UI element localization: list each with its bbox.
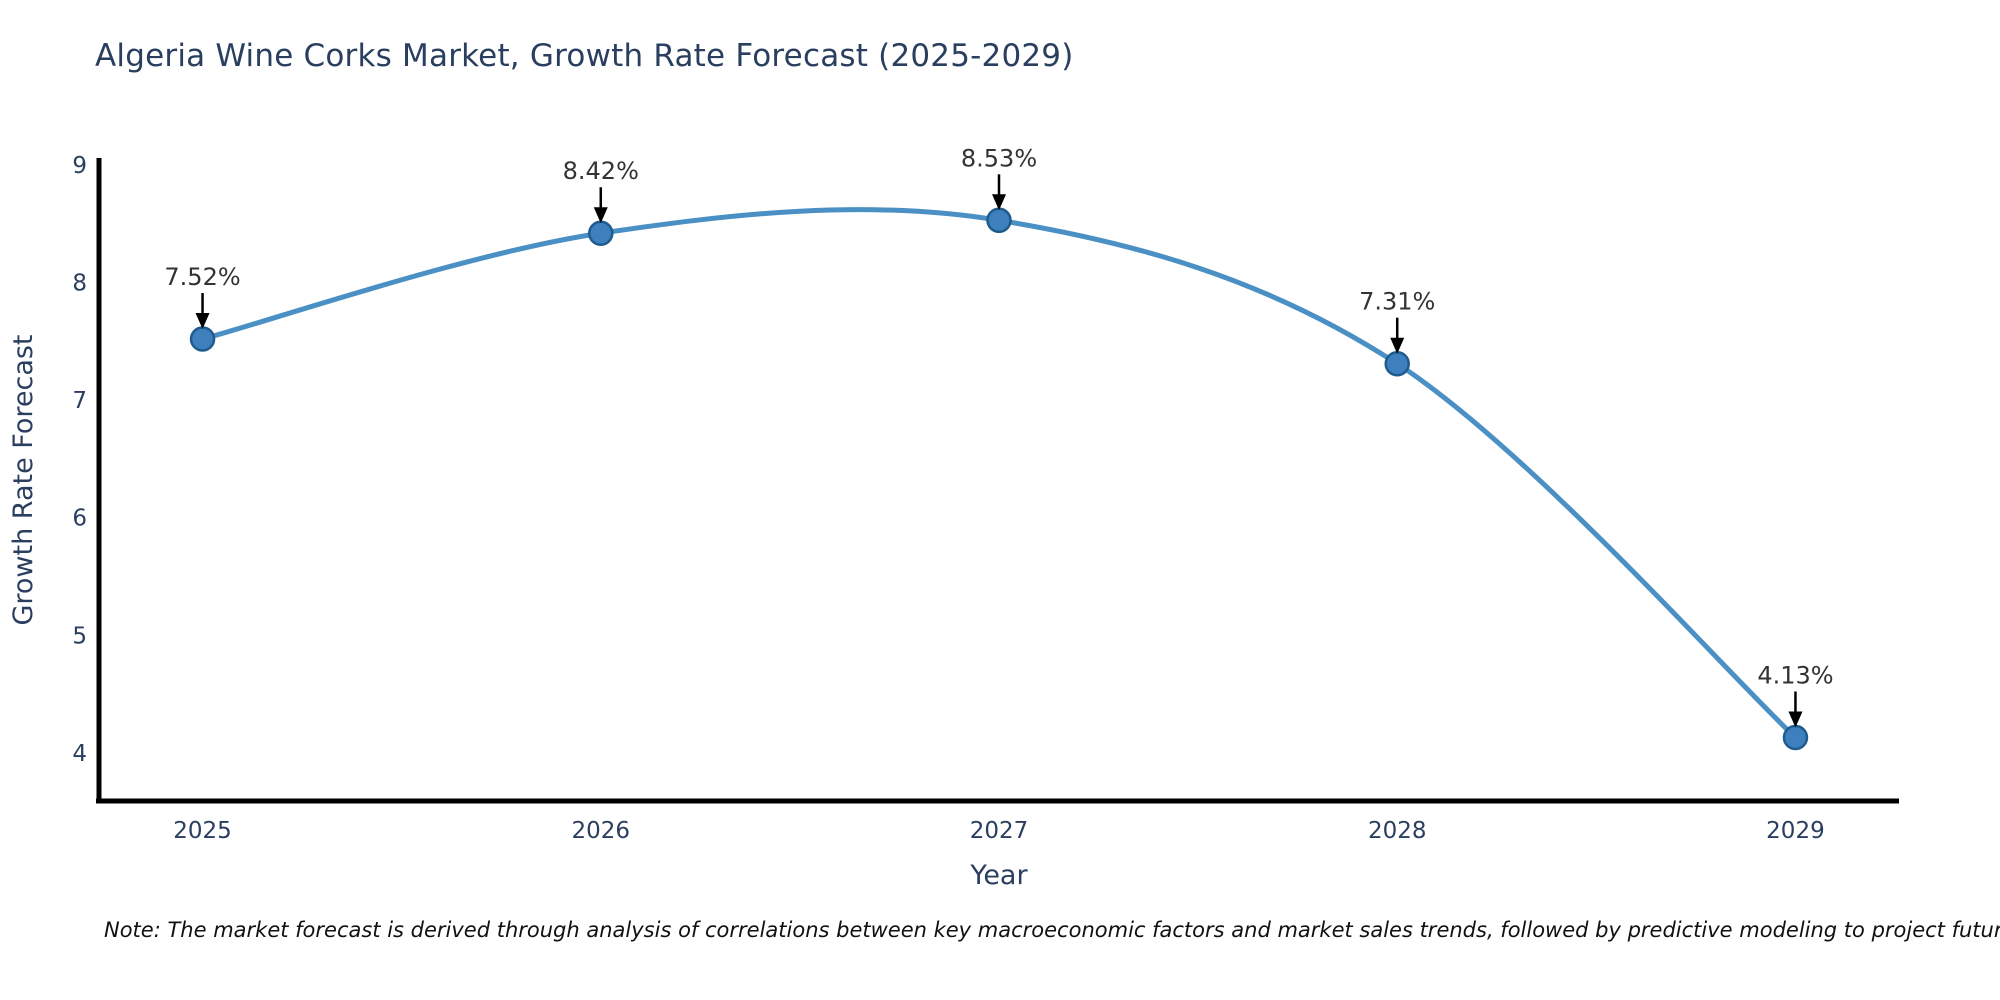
annotation-arrowhead-icon: [1390, 337, 1405, 354]
y-tick-label: 5: [72, 623, 87, 649]
x-tick-label: 2029: [1766, 818, 1825, 844]
data-point-marker[interactable]: [1384, 350, 1410, 377]
point-value-label: 8.42%: [563, 157, 639, 185]
point-value-label: 7.31%: [1359, 288, 1435, 316]
x-axis-title: Year: [969, 860, 1028, 891]
y-tick-label: 6: [72, 506, 87, 532]
data-point-marker[interactable]: [1782, 724, 1809, 751]
point-value-label: 7.52%: [164, 263, 240, 291]
annotation-arrowhead-icon: [992, 194, 1006, 211]
data-point-marker[interactable]: [986, 207, 1012, 234]
footnote-text: Note: The market forecast is derived thr…: [104, 918, 2000, 942]
x-tick-label: 2027: [970, 818, 1029, 844]
annotation-arrowhead-icon: [195, 313, 210, 330]
point-value-label: 8.53%: [961, 144, 1037, 172]
plot-area[interactable]: [99, 158, 1899, 801]
x-tick-label: 2026: [571, 818, 630, 844]
x-tick-label: 2025: [173, 818, 232, 844]
y-axis-title: Growth Rate Forecast: [8, 334, 39, 625]
chart-title: Algeria Wine Corks Market, Growth Rate F…: [95, 38, 1074, 74]
y-tick-label: 7: [72, 388, 87, 414]
data-point-marker[interactable]: [189, 326, 216, 352]
annotation-arrowhead-icon: [593, 207, 608, 224]
y-tick-label: 9: [72, 153, 87, 179]
y-tick-label: 4: [72, 741, 87, 767]
x-tick-label: 2028: [1368, 818, 1427, 844]
point-value-label: 4.13%: [1757, 662, 1833, 690]
annotation-arrowhead-icon: [1788, 711, 1803, 728]
y-tick-label: 8: [72, 271, 87, 297]
data-point-marker[interactable]: [588, 220, 614, 246]
